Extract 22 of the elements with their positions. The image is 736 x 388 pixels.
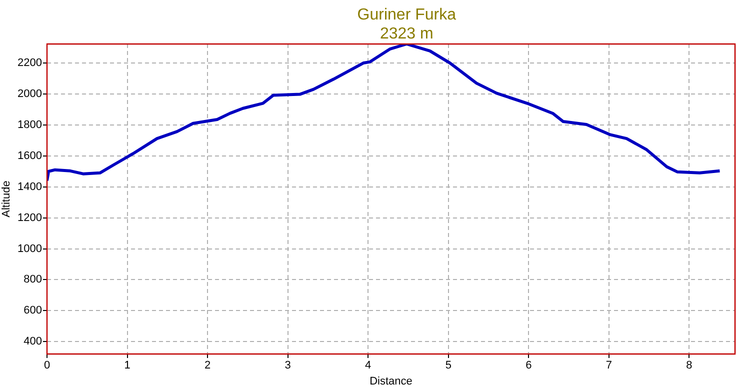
annotation: Guriner Furka 2323 m: [357, 6, 456, 42]
y-tick-label: 1200: [18, 212, 42, 224]
x-tick-label: 2: [204, 360, 211, 372]
x-tick-label: 5: [445, 360, 452, 372]
y-axis-title: Altitude: [0, 180, 13, 218]
y-tick-label: 800: [24, 274, 42, 286]
y-tick-label: 2000: [18, 88, 42, 100]
y-tick-label: 2200: [18, 57, 42, 70]
y-tick-label: 600: [24, 304, 42, 317]
x-tick-label: 0: [44, 360, 50, 372]
y-tick-label: 1800: [18, 118, 42, 131]
x-tick-label: 4: [365, 360, 372, 372]
y-tick-label: 1600: [18, 150, 42, 162]
x-tick-label: 1: [124, 360, 130, 372]
y-tick-label: 1400: [18, 180, 42, 193]
x-tick-label: 8: [686, 360, 692, 372]
x-tick-label: 3: [284, 360, 291, 372]
x-axis-title: Distance: [370, 375, 412, 388]
x-tick-label: 7: [606, 360, 612, 372]
x-tick-label: 6: [526, 360, 532, 372]
y-tick-label: 400: [24, 336, 42, 348]
y-tick-label: 1000: [18, 242, 42, 255]
